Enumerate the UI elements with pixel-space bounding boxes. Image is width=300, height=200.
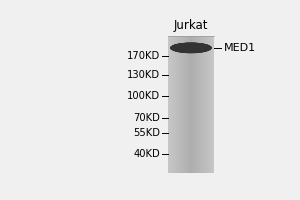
Bar bbox=[200, 36, 201, 173]
Bar bbox=[198, 36, 199, 173]
Ellipse shape bbox=[172, 44, 210, 52]
Bar bbox=[179, 36, 180, 173]
Ellipse shape bbox=[170, 43, 211, 53]
Ellipse shape bbox=[170, 43, 212, 53]
Bar bbox=[211, 36, 212, 173]
Bar bbox=[171, 36, 172, 173]
Ellipse shape bbox=[172, 44, 210, 52]
Ellipse shape bbox=[172, 44, 210, 52]
Ellipse shape bbox=[172, 44, 210, 52]
Bar bbox=[193, 36, 194, 173]
Bar bbox=[174, 36, 175, 173]
Ellipse shape bbox=[171, 43, 211, 53]
Bar bbox=[199, 36, 200, 173]
Bar bbox=[173, 36, 174, 173]
Bar bbox=[197, 36, 198, 173]
Ellipse shape bbox=[172, 44, 210, 52]
Bar bbox=[182, 36, 183, 173]
Ellipse shape bbox=[171, 43, 211, 52]
Bar bbox=[187, 36, 188, 173]
Bar bbox=[206, 36, 207, 173]
Bar bbox=[204, 36, 205, 173]
Ellipse shape bbox=[171, 43, 211, 53]
Bar bbox=[175, 36, 176, 173]
Bar bbox=[213, 36, 214, 173]
Bar bbox=[189, 36, 190, 173]
Bar bbox=[195, 36, 196, 173]
Bar bbox=[203, 36, 204, 173]
Bar bbox=[202, 36, 203, 173]
Bar bbox=[201, 36, 202, 173]
Bar bbox=[172, 36, 173, 173]
Bar bbox=[169, 36, 170, 173]
Ellipse shape bbox=[173, 44, 209, 51]
Bar bbox=[184, 36, 185, 173]
Text: 55KD: 55KD bbox=[133, 128, 160, 138]
Ellipse shape bbox=[172, 44, 210, 52]
Bar bbox=[186, 36, 187, 173]
Ellipse shape bbox=[172, 44, 210, 52]
Ellipse shape bbox=[171, 43, 211, 52]
Bar bbox=[181, 36, 182, 173]
Bar bbox=[210, 36, 211, 173]
Ellipse shape bbox=[173, 44, 209, 51]
Ellipse shape bbox=[172, 44, 209, 52]
Ellipse shape bbox=[171, 43, 211, 53]
Ellipse shape bbox=[170, 42, 212, 53]
Bar bbox=[188, 36, 189, 173]
Bar bbox=[192, 36, 193, 173]
Text: 70KD: 70KD bbox=[133, 113, 160, 123]
Bar bbox=[185, 36, 186, 173]
Text: 130KD: 130KD bbox=[127, 70, 160, 80]
Bar bbox=[196, 36, 197, 173]
Text: MED1: MED1 bbox=[224, 43, 256, 53]
Ellipse shape bbox=[171, 43, 211, 53]
Bar bbox=[208, 36, 209, 173]
Bar bbox=[191, 36, 192, 173]
Text: Jurkat: Jurkat bbox=[174, 19, 208, 32]
Ellipse shape bbox=[171, 43, 211, 52]
Bar bbox=[170, 36, 171, 173]
Ellipse shape bbox=[172, 44, 209, 52]
Ellipse shape bbox=[170, 43, 211, 53]
Bar bbox=[190, 36, 191, 173]
Bar bbox=[194, 36, 195, 173]
Bar bbox=[177, 36, 178, 173]
Ellipse shape bbox=[170, 43, 211, 53]
Bar bbox=[168, 36, 169, 173]
Text: 170KD: 170KD bbox=[127, 51, 160, 61]
Bar bbox=[183, 36, 184, 173]
Bar bbox=[176, 36, 177, 173]
Bar bbox=[178, 36, 179, 173]
Text: 100KD: 100KD bbox=[127, 91, 160, 101]
Bar bbox=[205, 36, 206, 173]
Ellipse shape bbox=[173, 44, 209, 51]
Ellipse shape bbox=[173, 45, 209, 51]
Bar bbox=[180, 36, 181, 173]
Text: 40KD: 40KD bbox=[133, 149, 160, 159]
Bar bbox=[207, 36, 208, 173]
Bar bbox=[212, 36, 213, 173]
